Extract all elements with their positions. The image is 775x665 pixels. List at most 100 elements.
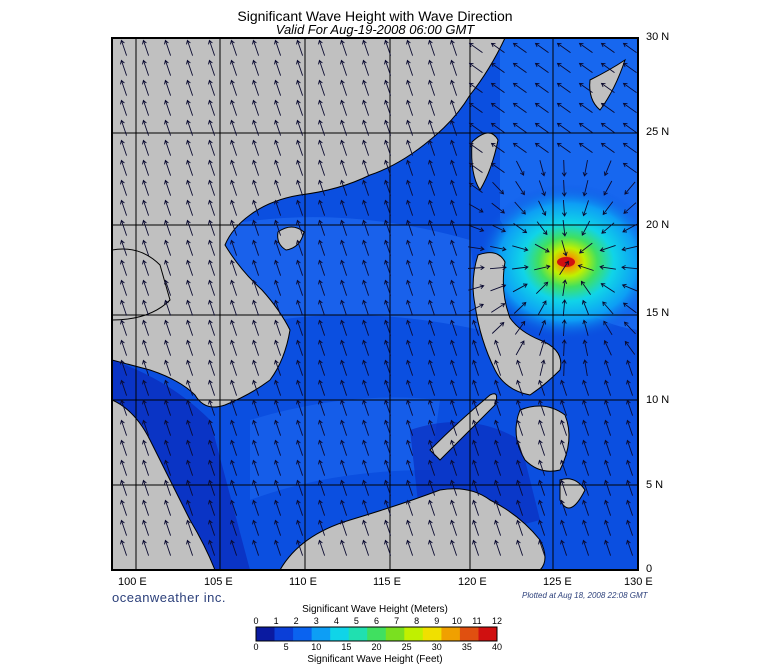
wave-arrow [490,62,505,73]
wave-arrow [164,399,172,416]
lat-label: 5 N [646,479,664,491]
wave-arrow [120,179,128,196]
wave-arrow [274,159,282,176]
wave-arrow [428,459,436,476]
wave-arrow [208,199,216,216]
wave-arrow [186,439,194,456]
wave-arrow [274,459,282,476]
wave-arrow [406,439,414,456]
wave-arrow [622,122,637,133]
wave-arrow [538,200,547,216]
wave-arrow [621,283,638,292]
wave-arrow [274,519,282,536]
wave-arrow [384,399,392,416]
wave-arrow [428,199,436,216]
wave-arrow [578,62,593,73]
luzon [472,252,562,396]
wave-arrow [384,459,392,476]
wave-arrow [624,340,636,355]
wave-arrow [120,279,128,296]
wave-arrow [362,319,370,336]
wave-arrow [561,159,567,177]
wave-arrow [120,239,128,256]
colorbar-swatch [478,627,498,641]
wave-arrow [340,459,348,476]
lat-label: 30 N [646,31,670,43]
wave-arrow [142,119,150,136]
wave-arrow [534,264,551,271]
wave-arrow [561,179,567,197]
wave-arrow [362,259,370,276]
wave-arrow [406,459,414,476]
wave-arrow [428,239,436,256]
wave-arrow [538,499,546,516]
wave-arrow [582,200,589,217]
wave-arrow [578,42,593,53]
wave-arrow [362,59,370,76]
wave-arrow [491,202,505,214]
wave-arrow [490,224,506,233]
wave-arrow [208,79,216,96]
wave-arrow [208,419,216,436]
wave-arrow [539,160,546,177]
wave-arrow [164,379,172,396]
wave-arrow [512,102,527,113]
wave-arrow [491,303,506,313]
wave-arrow [318,439,326,456]
wave-arrow [362,479,370,496]
wave-arrow [208,179,216,196]
wave-arrow [515,340,525,356]
wave-arrow [468,62,483,73]
wave-arrow [468,203,484,213]
wave-arrow [318,79,326,96]
wave-arrow [468,224,485,232]
wave-arrow [626,399,634,416]
wave-arrow [512,283,528,293]
wave-arrow [318,339,326,356]
wave-arrow [562,279,568,296]
wave-arrow [384,299,392,316]
wave-arrow [428,519,436,536]
wave-arrow [340,239,348,256]
wave-arrow [516,479,524,496]
wave-direction-arrows [120,39,638,556]
wave-arrow [230,219,238,236]
colorbar-meters-tick: 12 [491,616,503,626]
wave-arrow [534,102,549,113]
wave-arrow [164,419,172,436]
wave-arrow [494,459,502,476]
wave-arrow [384,199,392,216]
wave-arrow [578,102,593,113]
wave-arrow [450,539,458,556]
borneo [279,488,546,570]
wave-arrow [186,499,194,516]
wave-arrow [472,379,480,396]
wave-arrow [489,265,507,271]
wave-arrow [208,119,216,136]
wave-arrow [318,99,326,116]
wave-arrow [512,245,529,252]
wave-arrow [561,240,568,257]
wave-arrow [142,419,150,436]
wave-arrow [626,519,634,536]
wave-arrow [450,219,458,236]
wave-arrow [512,264,529,270]
wave-arrow [582,479,590,496]
wave-arrow [362,159,370,176]
wave-arrow [296,119,304,136]
wave-arrow [602,201,614,216]
wave-arrow [428,259,436,276]
wave-arrow [362,199,370,216]
wave-arrow [340,359,348,376]
lon-label: 105 E [204,576,233,588]
wave-arrow [252,239,260,256]
wave-arrow [516,519,524,536]
wave-arrow [604,459,612,476]
wave-arrow [494,439,502,456]
wave-arrow [428,539,436,556]
wave-arrow [120,479,128,496]
wave-arrow [559,260,569,275]
wave-arrow [230,199,238,216]
wave-arrow [490,82,505,93]
wave-arrow [296,219,304,236]
